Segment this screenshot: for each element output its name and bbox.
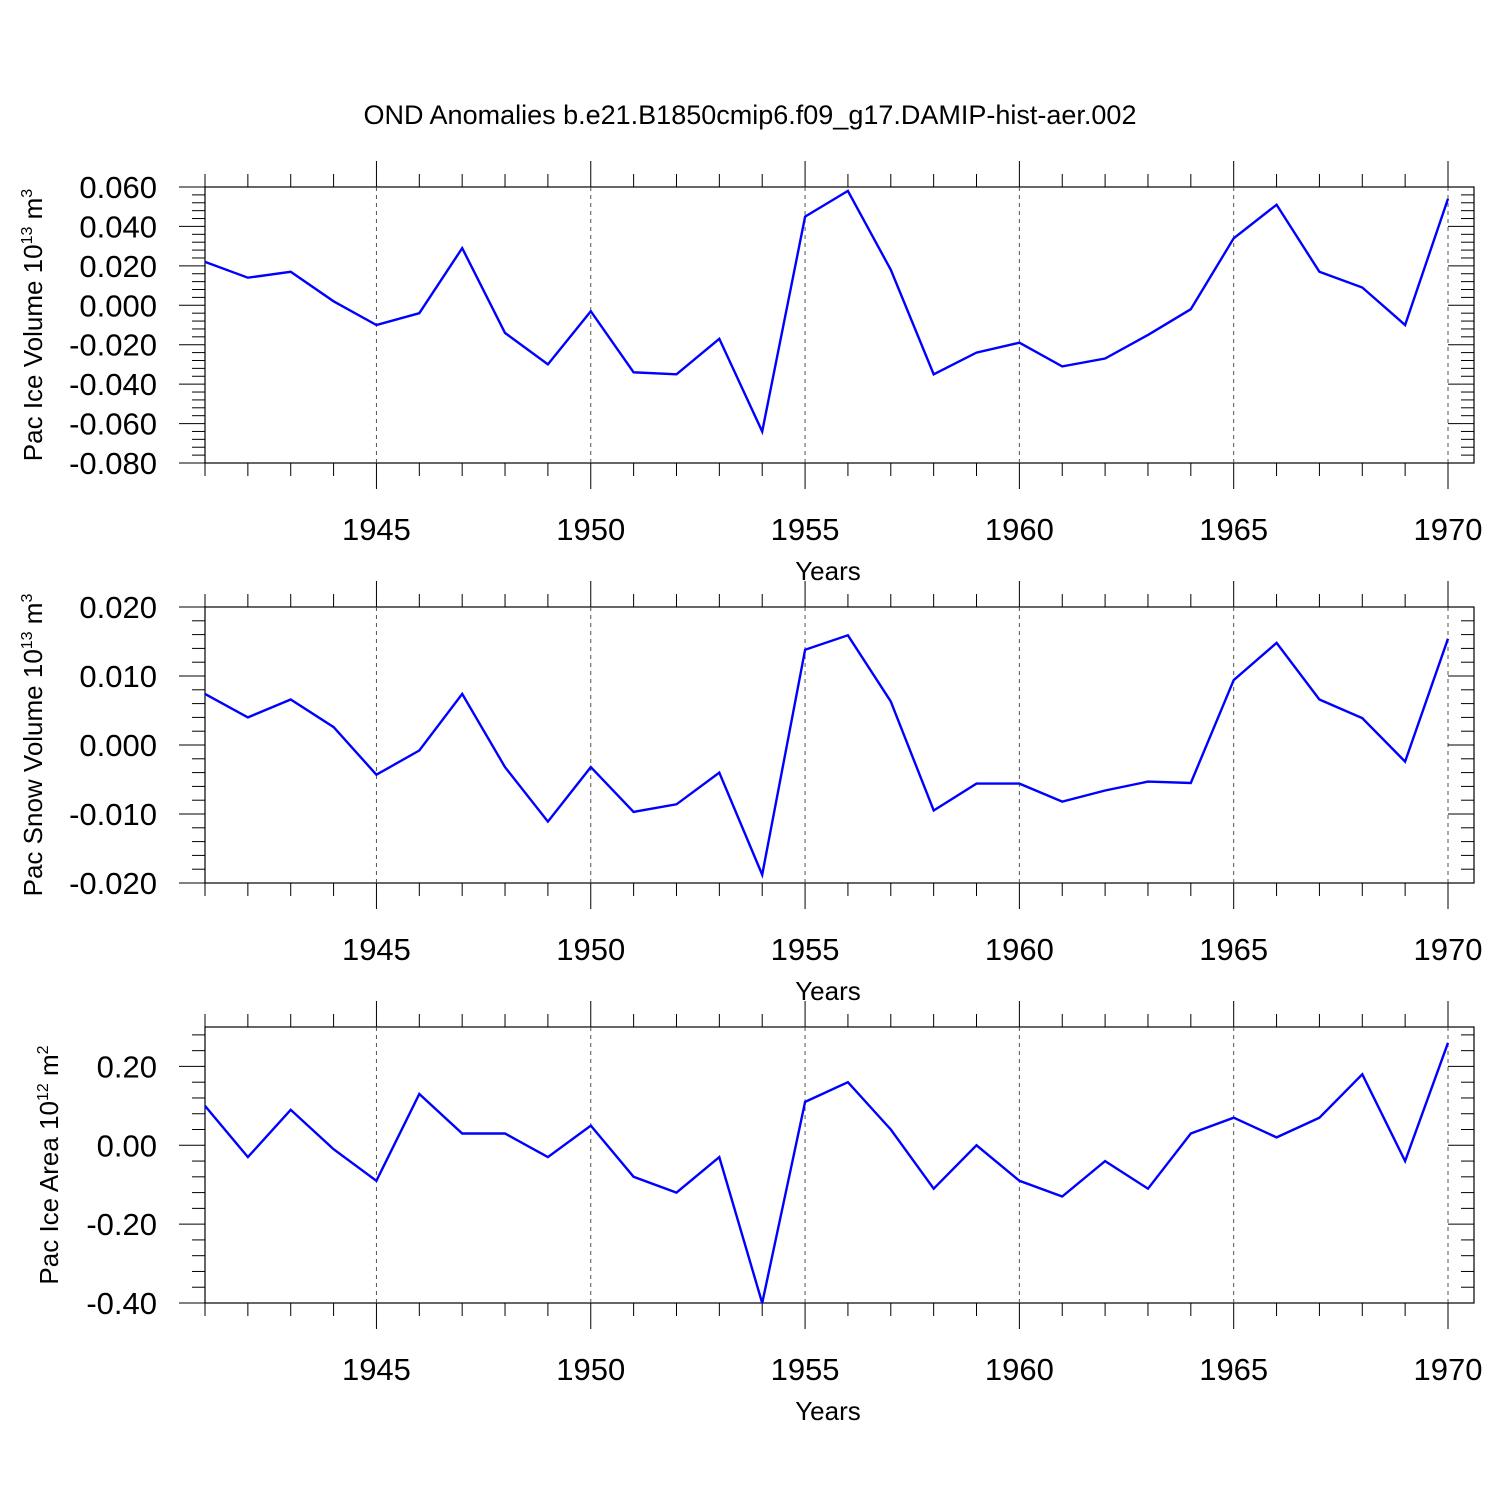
x-tick-label: 1965 [1199, 512, 1268, 547]
y-tick-label: 0.040 [79, 209, 157, 244]
y-tick-label: 0.020 [79, 590, 157, 625]
x-tick-label: 1970 [1414, 1352, 1483, 1387]
x-axis-label: Years [795, 976, 861, 1006]
y-axis-label: Pac Snow Volume 1013 m3 [18, 594, 48, 897]
y-tick-label: -0.020 [69, 866, 157, 901]
chart-title: OND Anomalies b.e21.B1850cmip6.f09_g17.D… [364, 100, 1137, 130]
y-tick-label: 0.20 [97, 1049, 157, 1084]
chart-panel-3: 1945 1950 1955 1960 1965 1970 Years 0.20 0.00 -0.… [34, 1001, 1482, 1426]
x-tick-label: 1970 [1414, 932, 1483, 967]
x-tick-label: 1960 [985, 932, 1054, 967]
chart-panel-2: 1945 1950 1955 1960 1965 1970 Years 0.020 0.010 0… [18, 581, 1482, 1006]
y-tick-label: 0.00 [97, 1128, 157, 1163]
y-tick-label: -0.060 [69, 407, 157, 442]
x-tick-label: 1950 [556, 1352, 625, 1387]
y-tick-label: -0.010 [69, 797, 157, 832]
series-line [204, 633, 1450, 879]
y-tick-label: -0.040 [69, 367, 157, 402]
y-tick-label: 0.010 [79, 659, 157, 694]
x-tick-label: 1945 [342, 932, 411, 967]
x-tick-label: 1955 [771, 512, 840, 547]
x-tick-label: 1950 [556, 932, 625, 967]
x-tick-label: 1960 [985, 512, 1054, 547]
x-tick-label: 1955 [771, 1352, 840, 1387]
y-tick-label: 0.000 [79, 288, 157, 323]
y-tick-label: -0.40 [86, 1286, 157, 1321]
chart-panel-1: 1945 1950 1955 1960 1965 1970 Years 0.060 0.040 0… [18, 161, 1482, 586]
x-tick-label: 1970 [1414, 512, 1483, 547]
y-axis-label: Pac Ice Area 1012 m2 [34, 1045, 64, 1284]
x-axis-label: Years [795, 1396, 861, 1426]
x-tick-label: 1945 [342, 512, 411, 547]
x-tick-label: 1960 [985, 1352, 1054, 1387]
x-tick-label: 1950 [556, 512, 625, 547]
y-tick-label: 0.020 [79, 249, 157, 284]
series-line [204, 189, 1450, 436]
x-axis-label: Years [795, 556, 861, 586]
x-tick-label: 1955 [771, 932, 840, 967]
y-axis-label: Pac Ice Volume 1013 m3 [18, 189, 48, 462]
x-tick-label: 1965 [1199, 1352, 1268, 1387]
x-tick-label: 1965 [1199, 932, 1268, 967]
series-line [204, 1042, 1450, 1304]
y-tick-label: 0.000 [79, 728, 157, 763]
plot-frame [204, 1026, 1475, 1304]
y-tick-label: -0.20 [86, 1207, 157, 1242]
y-tick-label: -0.080 [69, 446, 157, 481]
plot-frame [204, 186, 1475, 464]
x-tick-label: 1945 [342, 1352, 411, 1387]
y-tick-label: -0.020 [69, 328, 157, 363]
y-tick-label: 0.060 [79, 170, 157, 205]
